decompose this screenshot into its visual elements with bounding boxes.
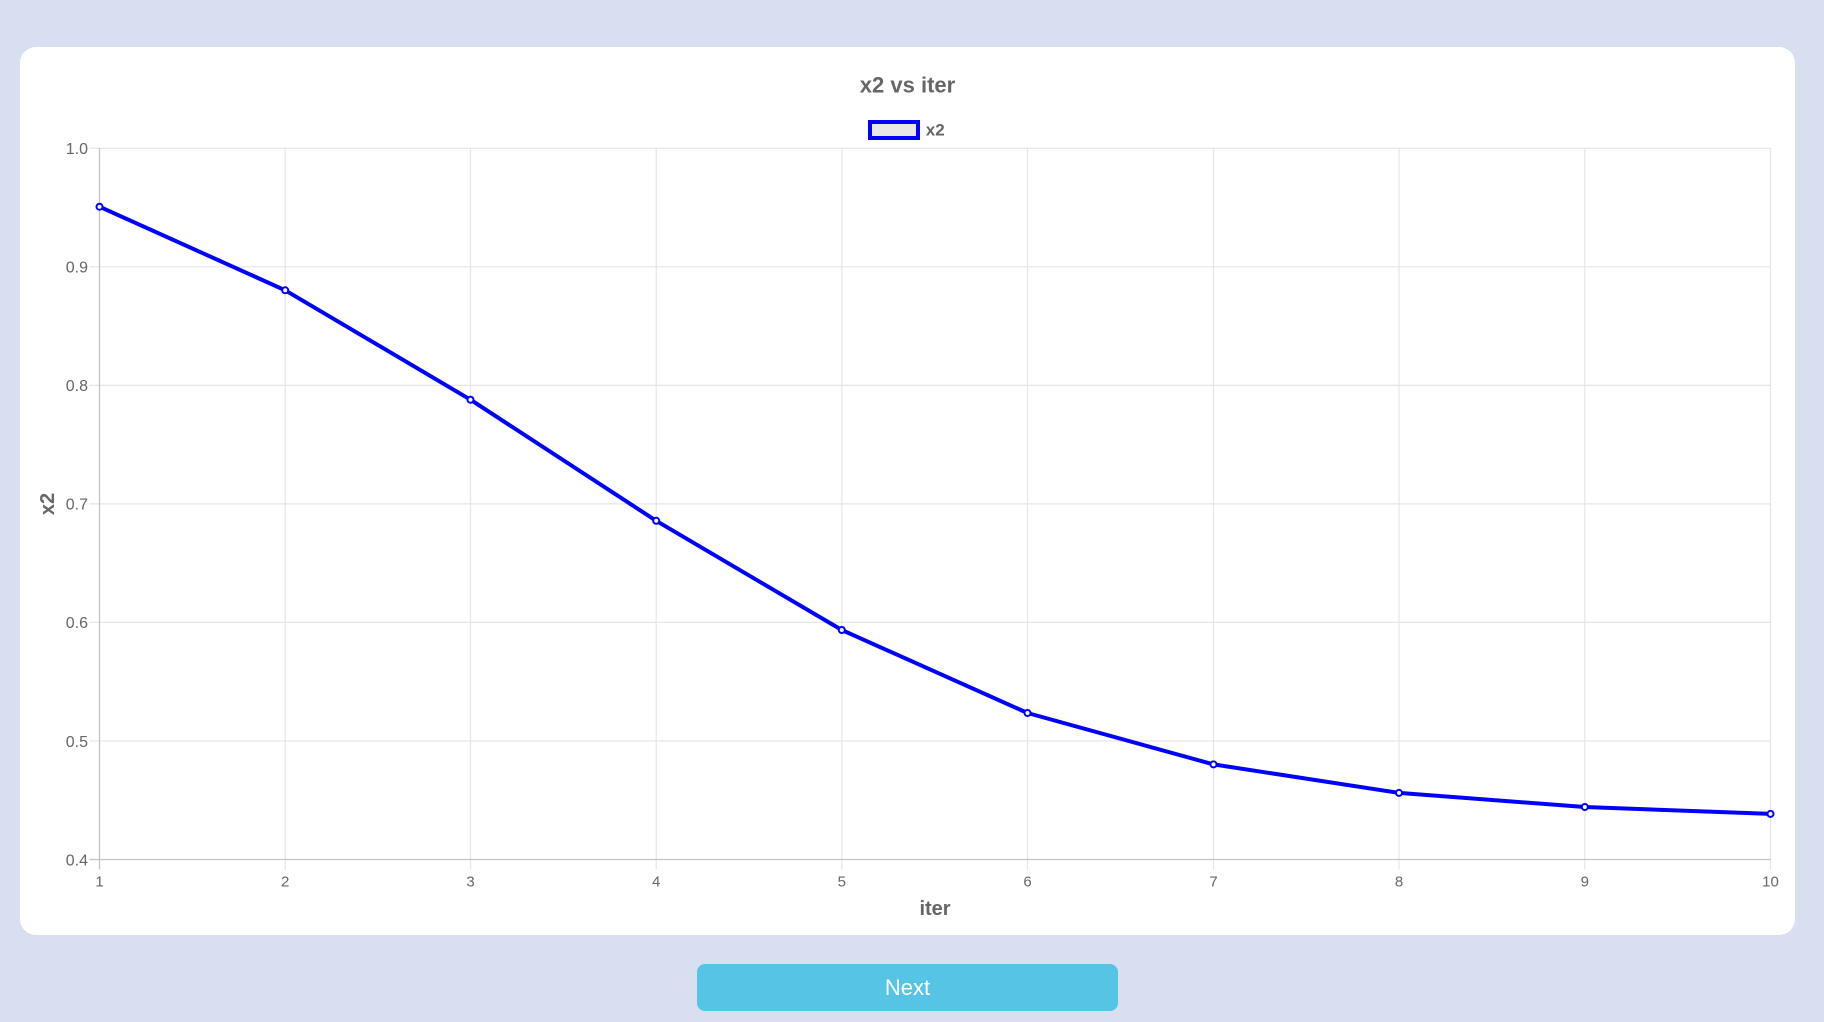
svg-text:0.6: 0.6 xyxy=(66,615,88,632)
svg-text:0.5: 0.5 xyxy=(66,734,88,751)
svg-text:iter: iter xyxy=(919,898,950,920)
svg-text:3: 3 xyxy=(466,873,474,890)
svg-text:6: 6 xyxy=(1023,873,1031,890)
svg-text:x2 vs iter: x2 vs iter xyxy=(860,73,956,98)
svg-text:10: 10 xyxy=(1762,873,1779,890)
svg-text:5: 5 xyxy=(838,873,846,890)
svg-text:x2: x2 xyxy=(37,493,59,515)
svg-text:1: 1 xyxy=(95,873,103,890)
svg-text:0.7: 0.7 xyxy=(66,497,88,514)
svg-text:8: 8 xyxy=(1395,873,1403,890)
svg-text:7: 7 xyxy=(1209,873,1217,890)
svg-text:4: 4 xyxy=(652,873,660,890)
svg-text:0.9: 0.9 xyxy=(66,260,88,277)
svg-text:2: 2 xyxy=(281,873,289,890)
svg-text:9: 9 xyxy=(1581,873,1589,890)
svg-text:0.8: 0.8 xyxy=(66,378,88,395)
svg-text:x2: x2 xyxy=(926,121,945,140)
svg-text:0.4: 0.4 xyxy=(66,852,88,869)
svg-text:1.0: 1.0 xyxy=(66,141,88,158)
